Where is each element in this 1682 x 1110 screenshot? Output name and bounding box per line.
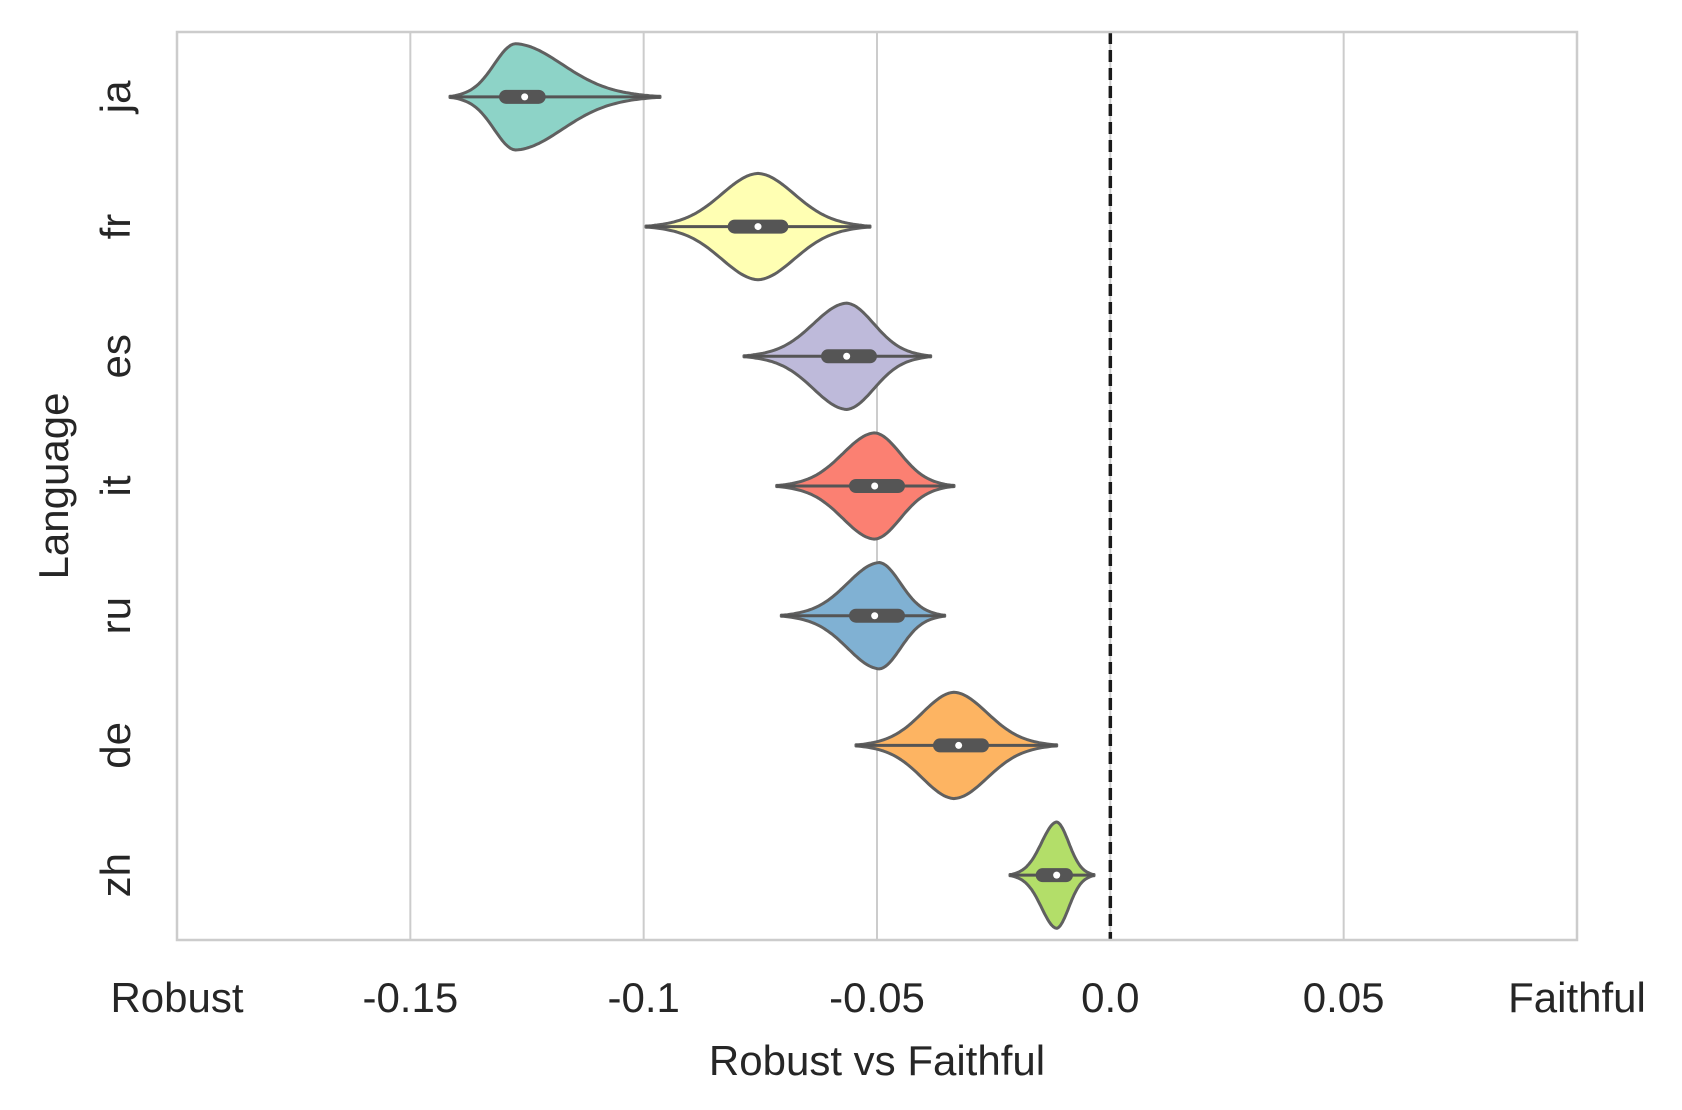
x-tick-label: Faithful xyxy=(1508,974,1646,1021)
violin-de xyxy=(854,690,1059,801)
y-tick-label-ru: ru xyxy=(92,597,139,634)
y-axis-label: Language xyxy=(30,393,77,580)
plot-area-frame xyxy=(175,30,1579,942)
violin-it xyxy=(775,431,956,541)
y-tick-label-es: es xyxy=(92,334,139,378)
violin-median-it xyxy=(871,482,879,490)
y-tick-label-de: de xyxy=(92,722,139,769)
violin-median-de xyxy=(955,741,963,749)
y-tick-label-it: it xyxy=(92,475,139,496)
violin-median-ja xyxy=(521,93,529,101)
violin-es xyxy=(742,301,933,411)
violin-ja xyxy=(448,42,662,152)
y-tick-labels: ja fr es it ru de zh xyxy=(92,80,139,897)
y-tick-label-fr: fr xyxy=(92,214,139,240)
x-tick-label: 0.0 xyxy=(1081,974,1139,1021)
violin-zh xyxy=(1008,820,1096,930)
x-tick-label: 0.05 xyxy=(1303,974,1385,1021)
y-tick-label-zh: zh xyxy=(92,853,139,897)
x-tick-label: -0.15 xyxy=(362,974,458,1021)
violin-median-es xyxy=(843,352,851,360)
x-tick-label: -0.05 xyxy=(829,974,925,1021)
x-tick-label: -0.1 xyxy=(607,974,679,1021)
violin-ru xyxy=(779,561,947,671)
violin-median-fr xyxy=(754,223,762,231)
violins xyxy=(448,42,1096,930)
violin-fr xyxy=(644,171,872,282)
violin-median-ru xyxy=(871,612,879,620)
x-tick-label: Robust xyxy=(110,974,243,1021)
x-tick-labels: Robust -0.15 -0.1 -0.05 0.0 0.05 Faithful xyxy=(110,974,1645,1021)
violin-median-zh xyxy=(1053,871,1061,879)
y-tick-label-ja: ja xyxy=(92,80,139,115)
x-axis-label: Robust vs Faithful xyxy=(709,1037,1045,1084)
